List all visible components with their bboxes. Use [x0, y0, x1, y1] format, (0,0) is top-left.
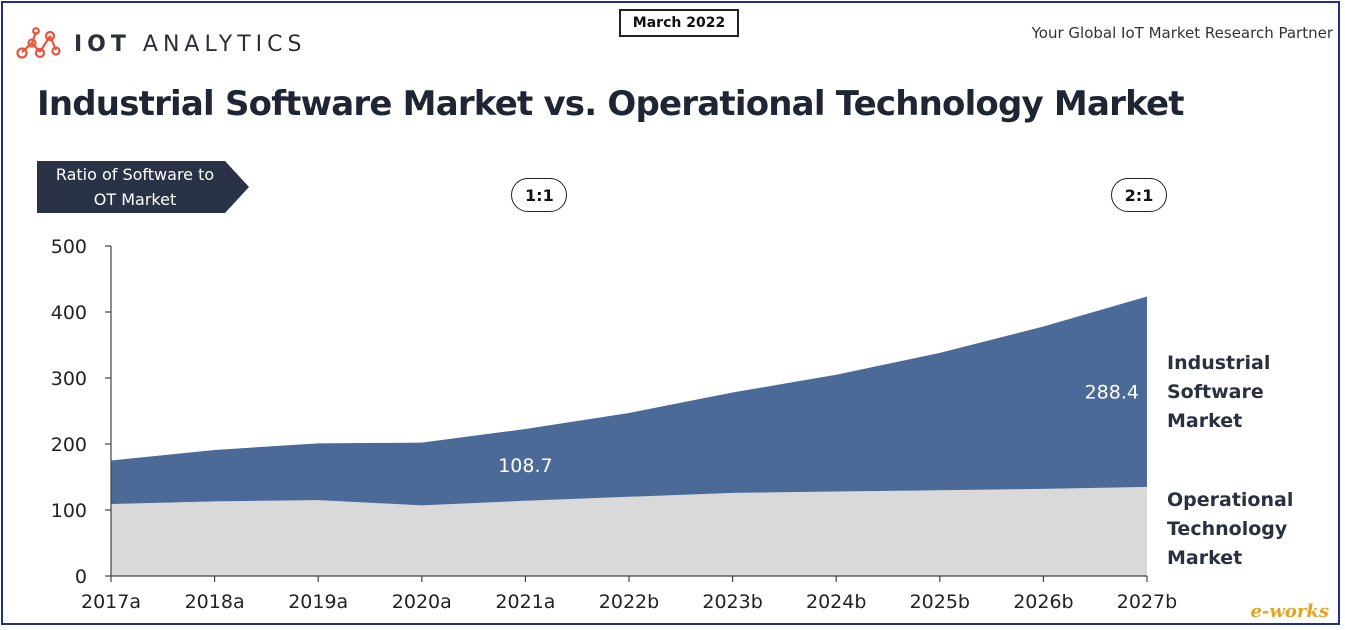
y-tick-label: 300	[51, 368, 87, 390]
tagline: Your Global IoT Market Research Partner	[1031, 24, 1333, 42]
chart-areas	[111, 296, 1147, 576]
x-tick-label: 2023b	[702, 591, 762, 613]
ratio-pill-1-1: 1:1	[511, 178, 568, 212]
x-tick-label: 2017a	[81, 591, 141, 613]
x-tick-label: 2022b	[599, 591, 659, 613]
y-tick-label: 400	[51, 302, 87, 324]
date-badge: March 2022	[619, 9, 739, 37]
y-tick-label: 100	[51, 500, 87, 522]
chart-title: Industrial Software Market vs. Operation…	[37, 84, 1184, 124]
brand-name: IOT ANALYTICS	[74, 31, 307, 57]
e-works-watermark: e-works	[1250, 601, 1329, 622]
data-label: 288.4	[1085, 382, 1139, 404]
network-nodes-icon	[16, 27, 61, 59]
ratio-pill-2-1: 2:1	[1111, 178, 1167, 212]
x-tick-label: 2019a	[288, 591, 348, 613]
legend-operational-technology: Operational Technology Market	[1167, 489, 1294, 569]
x-tick-label: 2020a	[392, 591, 452, 613]
x-tick-label: 2021a	[495, 591, 555, 613]
x-tick-label: 2027b	[1117, 591, 1177, 613]
iot-analytics-logo: IOT ANALYTICS	[14, 26, 307, 62]
x-tick-label: 2025b	[910, 591, 970, 613]
area-industrial-software	[111, 296, 1147, 506]
data-label: 108.7	[498, 455, 552, 477]
x-tick-label: 2024b	[806, 591, 866, 613]
y-tick-label: 0	[75, 566, 87, 588]
chart-data-labels: 108.7 288.4	[498, 382, 1139, 477]
chart-axes: 0 100 200 300 400 500 2017a 2018a 2019a 2020a 2021…	[51, 236, 1177, 613]
y-tick-label: 200	[51, 434, 87, 456]
legend-industrial-software: Industrial Software Market	[1167, 352, 1271, 432]
ratio-tag-arrow-shape	[37, 161, 249, 213]
ratio-tag: Ratio of Software to OT Market	[37, 161, 249, 213]
x-tick-label: 2026b	[1013, 591, 1073, 613]
ratio-tag-label: Ratio of Software to OT Market	[55, 165, 215, 209]
x-tick-label: 2018a	[185, 591, 245, 613]
y-tick-label: 500	[51, 236, 87, 258]
area-operational-technology	[111, 486, 1147, 576]
